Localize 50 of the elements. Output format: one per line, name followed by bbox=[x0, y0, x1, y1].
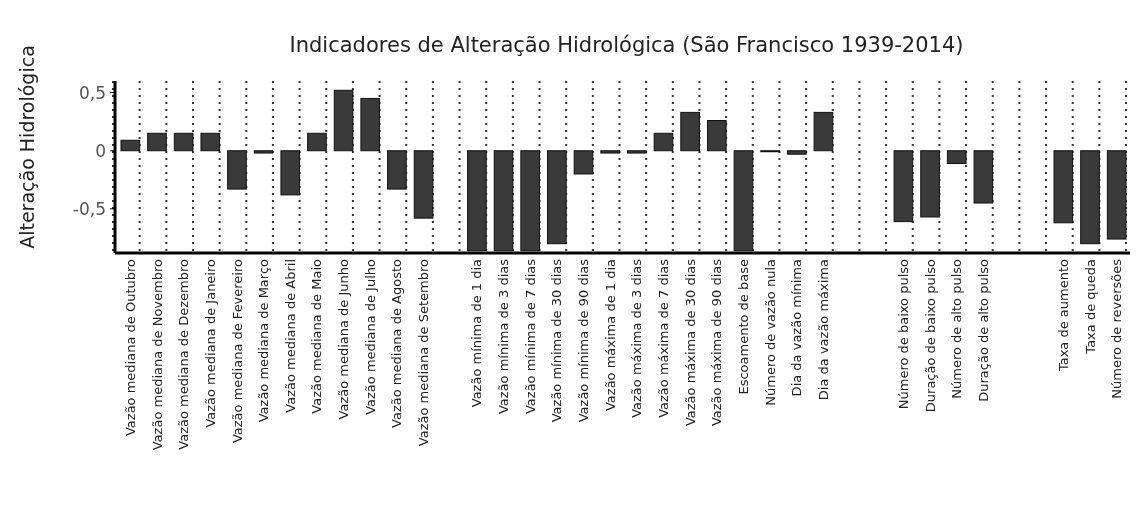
x-tick-label: Vazão mediana de Outubro bbox=[122, 258, 138, 437]
x-tick-label: Vazão mediana de Novembro bbox=[149, 258, 165, 451]
x-tick-label: Vazão mediana de Agosto bbox=[389, 258, 405, 428]
x-tick-label: Dia da vazão máxima bbox=[815, 259, 831, 401]
x-tick-label: Escoamento de base bbox=[736, 259, 752, 395]
x-tick-label: Vazão mínima de 7 dias bbox=[522, 258, 538, 415]
x-tick-label: Vazão mediana de Junho bbox=[336, 258, 352, 420]
x-tick-label: Vazão mínima de 90 dias bbox=[576, 258, 592, 423]
x-tick-label: Vazão mínima de 3 dias bbox=[496, 258, 512, 415]
x-tick-label: Vazão mediana de Março bbox=[256, 258, 272, 423]
y-tick-label: 0 bbox=[95, 140, 106, 161]
bar bbox=[253, 150, 274, 154]
bar bbox=[547, 150, 567, 245]
bar bbox=[387, 150, 407, 190]
x-tick-label: Vazão máxima de 30 dias bbox=[682, 258, 698, 427]
x-tick-label: Duração de alto pulso bbox=[975, 258, 991, 402]
chart-title: Indicadores de Alteração Hidrológica (São Francisco 1939-2014) bbox=[289, 33, 964, 57]
x-tick-label: Vazão mediana de Janeiro bbox=[202, 258, 218, 428]
x-tick-label: Número de vazão nula bbox=[762, 259, 778, 406]
x-tick-label: Vazão máxima de 90 dias bbox=[709, 258, 725, 427]
x-tick-label: Número de reversões bbox=[1109, 258, 1125, 399]
bar bbox=[413, 150, 434, 219]
bar bbox=[1106, 150, 1127, 240]
x-tick-label: Vazão mediana de Maio bbox=[309, 258, 325, 414]
x-tick-label: Vazão mínima de 30 dias bbox=[549, 258, 565, 423]
x-tick-label: Taxa de aumento bbox=[1055, 258, 1071, 373]
x-tick-label: Duração de baixo pulso bbox=[922, 258, 938, 413]
bar bbox=[227, 150, 247, 190]
bar bbox=[1080, 150, 1100, 245]
x-tick-label: Vazão mediana de Fevereiro bbox=[229, 258, 245, 444]
x-tick-label: Vazão mediana de Abril bbox=[282, 259, 298, 413]
x-tick-label: Vazão máxima de 3 dias bbox=[629, 258, 645, 418]
x-tick-label: Número de baixo pulso bbox=[895, 258, 911, 410]
x-tick-label: Dia da vazão mínima bbox=[789, 259, 805, 397]
x-tick-label: Taxa de queda bbox=[1082, 259, 1098, 355]
bar bbox=[627, 150, 647, 154]
bar bbox=[467, 150, 487, 252]
x-tick-label: Vazão mediana de Julho bbox=[362, 258, 378, 415]
y-tick-label: -0,5 bbox=[72, 198, 106, 219]
y-tick-label: 0,5 bbox=[78, 82, 106, 103]
x-tick-label: Vazão máxima de 7 dias bbox=[656, 258, 672, 418]
x-tick-label: Vazão mínima de 1 dia bbox=[469, 259, 485, 408]
x-tick-label: Vazão mediana de Dezembro bbox=[176, 258, 192, 450]
bar bbox=[786, 150, 807, 155]
bar bbox=[493, 150, 514, 252]
x-tick-label: Número de alto pulso bbox=[949, 258, 965, 399]
x-tick-label: Vazão máxima de 1 dia bbox=[602, 259, 618, 412]
bar bbox=[920, 150, 940, 218]
y-axis-title: Alteração Hidrológica bbox=[16, 45, 38, 249]
x-tick-label: Vazão mediana de Setembro bbox=[416, 258, 432, 447]
